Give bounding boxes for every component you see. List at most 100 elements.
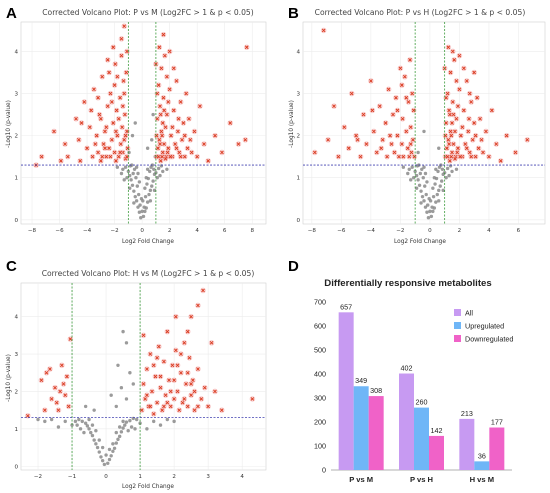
- bar-value-label: 36: [478, 451, 486, 460]
- volcano-c-point-nonsignificant: [119, 430, 124, 434]
- volcano-c-point-significant: [170, 363, 175, 368]
- volcano-c-point-significant: [187, 355, 192, 360]
- volcano-c-x-tick-label: −1: [68, 474, 77, 480]
- volcano-b-point-nonsignificant: [426, 215, 431, 220]
- volcano-a-point-nonsignificant: [142, 205, 146, 209]
- volcano-b-point-significant: [397, 154, 401, 159]
- volcano-a-point-significant: [182, 154, 187, 159]
- volcano-c-point-nonsignificant: [111, 449, 115, 453]
- volcano-c-point-significant: [189, 382, 193, 386]
- volcano-c-y-tick-label: 0: [14, 464, 18, 470]
- volcano-a-point-nonsignificant: [161, 169, 165, 174]
- volcano-a-x-tick-label: −8: [28, 228, 37, 234]
- volcano-a-point-significant: [110, 138, 114, 142]
- volcano-b-y-tick-label: 2: [296, 134, 300, 140]
- volcano-c-point-nonsignificant: [109, 393, 113, 397]
- volcano-c-point-nonsignificant: [121, 419, 125, 424]
- volcano-c-point-significant: [174, 348, 178, 353]
- volcano-c-point-significant: [141, 382, 146, 386]
- volcano-a-point-significant: [99, 116, 103, 121]
- volcano-b-point-significant: [458, 154, 462, 159]
- volcano-a-point-nonsignificant: [127, 150, 131, 155]
- volcano-a-point-significant: [118, 95, 122, 100]
- volcano-b-point-nonsignificant: [428, 209, 432, 214]
- volcano-c-point-significant: [196, 303, 200, 308]
- volcano-b-point-nonsignificant: [437, 199, 441, 203]
- volcano-c-point-nonsignificant: [99, 455, 103, 459]
- volcano-b-point-nonsignificant: [423, 171, 428, 176]
- volcano-b-point-nonsignificant: [411, 176, 416, 180]
- volcano-a-point-nonsignificant: [145, 200, 150, 204]
- volcano-b-point-significant: [394, 95, 398, 100]
- volcano-c-point-nonsignificant: [87, 427, 91, 431]
- volcano-c-point-significant: [163, 393, 168, 398]
- volcano-c-point-significant: [153, 374, 158, 379]
- volcano-c-point-nonsignificant: [158, 423, 163, 427]
- volcano-c-xlabel: Log2 Fold Change: [122, 484, 174, 490]
- volcano-c-point-significant: [39, 378, 44, 383]
- volcano-a-point-significant: [122, 91, 127, 96]
- volcano-c-point-nonsignificant: [145, 427, 149, 431]
- volcano-c-point-nonsignificant: [94, 429, 98, 433]
- volcano-c-point-significant: [179, 370, 183, 375]
- volcano-b-point-significant: [467, 91, 472, 96]
- volcano-a-point-significant: [82, 100, 87, 104]
- volcano-b-point-nonsignificant: [416, 178, 420, 182]
- volcano-b-point-significant: [407, 154, 412, 159]
- volcano-b-point-significant: [450, 100, 455, 104]
- volcano-a-point-nonsignificant: [137, 180, 142, 184]
- volcano-b-point-significant: [312, 150, 317, 155]
- volcano-c-point-nonsignificant: [129, 425, 134, 429]
- volcano-a-point-significant: [94, 133, 99, 138]
- volcano-b-y-tick-label: 1: [296, 176, 300, 182]
- volcano-b-point-significant: [411, 138, 415, 142]
- volcano-b-point-significant: [410, 91, 415, 96]
- volcano-b-point-significant: [408, 58, 412, 62]
- volcano-b-point-significant: [369, 79, 373, 83]
- volcano-b-point-nonsignificant: [425, 203, 430, 207]
- volcano-c-point-significant: [185, 404, 190, 409]
- volcano-c-point-nonsignificant: [119, 386, 124, 390]
- volcano-c-x-tick-label: 1: [138, 474, 142, 480]
- volcano-c-point-significant: [63, 393, 68, 398]
- volcano-b-point-nonsignificant: [444, 176, 448, 180]
- volcano-c-point-significant: [150, 389, 154, 394]
- panel-label-d: D: [288, 258, 299, 275]
- volcano-a-point-significant: [103, 146, 107, 151]
- volcano-c-point-nonsignificant: [165, 417, 170, 422]
- volcano-a-title: Corrected Volcano Plot: P vs M (Log2FC >…: [42, 8, 254, 17]
- volcano-c-point-nonsignificant: [111, 442, 115, 446]
- volcano-a-point-nonsignificant: [121, 167, 125, 171]
- volcano-c-point-nonsignificant: [70, 423, 74, 427]
- volcano-a-point-significant: [171, 66, 176, 71]
- volcano-b-point-nonsignificant: [413, 169, 417, 174]
- volcano-a-point-nonsignificant: [134, 199, 139, 203]
- volcano-c-ylabel: -Log10 (p-value): [6, 354, 12, 402]
- volcano-a-point-nonsignificant: [137, 210, 142, 214]
- volcano-b-point-nonsignificant: [424, 192, 428, 197]
- volcano-b-point-significant: [389, 142, 394, 146]
- volcano-c-point-significant: [250, 397, 255, 401]
- volcano-c-point-significant: [201, 288, 205, 293]
- volcano-a-point-significant: [166, 146, 171, 151]
- volcano-b-point-significant: [332, 104, 336, 108]
- bar-chart-title: Differentially responsive metabolites: [324, 278, 491, 289]
- volcano-a-point-nonsignificant: [145, 167, 150, 171]
- volcano-a-point-significant: [176, 129, 180, 134]
- volcano-b-point-nonsignificant: [418, 171, 423, 176]
- volcano-b-point-significant: [450, 49, 455, 54]
- volcano-b-point-nonsignificant: [447, 173, 451, 178]
- bar-category-label: P vs M: [349, 475, 373, 484]
- volcano-a-point-significant: [163, 125, 168, 130]
- volcano-c-point-nonsignificant: [126, 429, 130, 433]
- volcano-a-point-significant: [158, 159, 163, 163]
- volcano-a-point-significant: [88, 125, 92, 130]
- volcano-a-point-significant: [181, 121, 186, 125]
- volcano-a-point-nonsignificant: [133, 194, 137, 199]
- volcano-c-point-significant: [25, 413, 30, 418]
- volcano-b-point-significant: [445, 91, 450, 96]
- volcano-a-point-nonsignificant: [143, 186, 147, 190]
- volcano-a-point-significant: [121, 79, 126, 83]
- volcano-b-point-nonsignificant: [431, 209, 435, 214]
- volcano-a-point-nonsignificant: [136, 171, 140, 176]
